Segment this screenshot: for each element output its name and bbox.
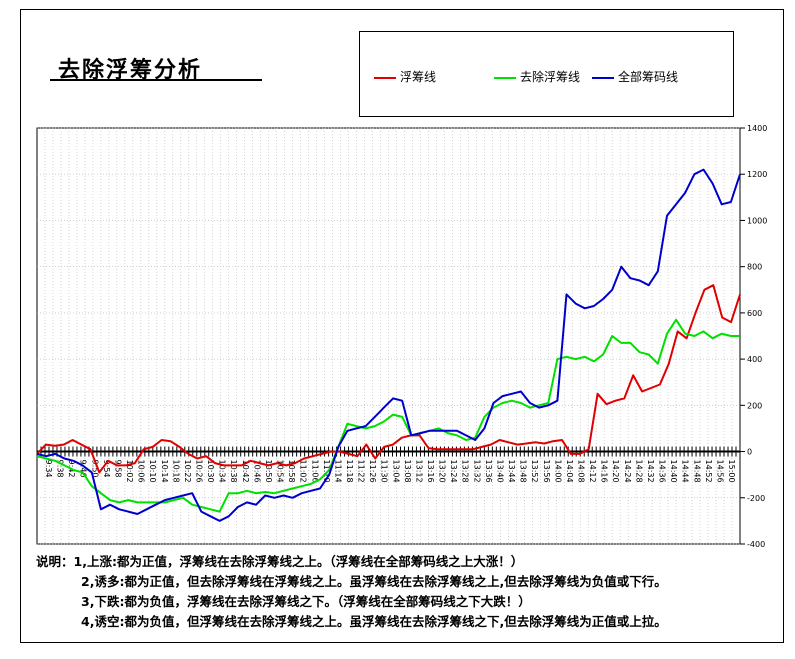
x-tick-label: 13:32 (472, 460, 481, 483)
x-tick-label: 10:18 (171, 460, 180, 483)
x-tick-label: 13:36 (484, 460, 493, 483)
note-line-2: 2,诱多:都为正值，但去除浮筹线在浮筹线之上。虽浮筹线在去除浮筹线之上,但去除浮… (81, 574, 667, 589)
x-tick-label: 13:56 (542, 460, 551, 483)
y-tick-label: 800 (747, 263, 762, 272)
x-tick-label: 10:26 (194, 460, 203, 483)
x-tick-label: 11:26 (368, 460, 377, 483)
x-tick-label: 11:14 (333, 460, 342, 483)
x-tick-label: 13:44 (507, 460, 516, 483)
y-tick-label: 1000 (747, 216, 767, 225)
x-tick-label: 10:30 (206, 460, 215, 483)
x-tick-label: 11:06 (310, 460, 319, 483)
legend-swatch-red (374, 76, 396, 79)
x-tick-label: 14:36 (658, 460, 667, 483)
x-tick-label: 10:34 (218, 460, 227, 483)
x-tick-label: 13:12 (414, 460, 423, 483)
x-tick-label: 15:00 (727, 460, 736, 483)
x-tick-label: 13:16 (426, 460, 435, 483)
x-tick-label: 13:40 (495, 460, 504, 483)
x-tick-label: 14:48 (692, 460, 701, 483)
x-tick-label: 14:20 (611, 460, 620, 483)
x-tick-label: 14:40 (669, 460, 678, 483)
x-tick-label: 14:00 (553, 460, 562, 483)
x-tick-label: 10:14 (160, 460, 169, 483)
x-tick-label: 14:44 (681, 460, 690, 483)
page-title: 去除浮筹分析 (58, 57, 203, 83)
x-tick-label: 13:28 (461, 460, 470, 483)
x-tick-label: 9:46 (79, 460, 88, 478)
y-tick-label: 1200 (747, 170, 767, 179)
x-tick-label: 14:28 (634, 460, 643, 483)
legend-item-float: 浮筹线 (374, 68, 436, 85)
legend: 浮筹线 去除浮筹线 全部筹码线 (359, 31, 734, 117)
x-tick-label: 13:08 (403, 460, 412, 483)
series-line-all (36, 168, 741, 522)
x-tick-label: 14:32 (646, 460, 655, 483)
legend-label: 浮筹线 (400, 70, 437, 84)
x-tick-label: 10:46 (252, 460, 261, 483)
x-tick-label: 11:30 (380, 460, 389, 483)
y-tick-label: 400 (747, 355, 762, 364)
y-tick-label: 0 (747, 448, 752, 457)
x-tick-label: 13:24 (449, 460, 458, 483)
title-underline (50, 79, 262, 81)
x-tick-label: 14:04 (565, 460, 574, 483)
x-tick-label: 10:10 (148, 460, 157, 483)
y-tick-label: 200 (747, 401, 762, 410)
x-tick-label: 9:38 (56, 460, 65, 478)
x-tick-label: 11:18 (345, 460, 354, 483)
x-tick-label: 14:52 (704, 460, 713, 483)
x-tick-label: 10:58 (287, 460, 296, 483)
x-tick-label: 11:02 (299, 460, 308, 483)
x-tick-label: 10:06 (137, 460, 146, 483)
x-tick-label: 11:22 (357, 460, 366, 483)
y-tick-label: 1400 (747, 124, 767, 133)
note-line-1: 说明：1,上涨:都为正值，浮筹线在去除浮筹线之上。（浮筹线在全部筹码线之上大涨！… (36, 554, 524, 569)
x-tick-label: 13:48 (519, 460, 528, 483)
legend-label: 去除浮筹线 (520, 70, 581, 84)
x-tick-label: 11:10 (322, 460, 331, 483)
y-tick-label: -200 (747, 494, 765, 503)
x-tick-label: 9:34 (44, 460, 53, 478)
x-tick-label: 10:54 (276, 460, 285, 483)
x-tick-label: 9:58 (113, 460, 122, 478)
x-tick-label: 13:04 (391, 460, 400, 483)
x-tick-label: 9:54 (102, 460, 111, 478)
x-tick-label: 10:02 (125, 460, 134, 483)
x-tick-label: 10:50 (264, 460, 273, 483)
x-tick-label: 10:42 (241, 460, 250, 483)
x-tick-label: 14:12 (588, 460, 597, 483)
legend-item-all: 全部筹码线 (592, 68, 678, 85)
x-tick-label: 14:56 (715, 460, 724, 483)
series-line-removed (36, 318, 740, 513)
x-tick-label: 10:38 (229, 460, 238, 483)
x-tick-label: 14:24 (623, 460, 632, 483)
legend-swatch-blue (592, 76, 614, 79)
y-tick-label: 600 (747, 309, 762, 318)
x-tick-label: 13:20 (438, 460, 447, 483)
legend-swatch-green (494, 76, 516, 79)
note-line-4: 4,诱空:都为负值，但浮筹线在去除浮筹线之上。虽浮筹线在去除浮筹线之下,但去除浮… (81, 614, 667, 629)
chart-frame (20, 9, 784, 643)
x-tick-label: 9:50 (90, 460, 99, 478)
x-tick-label: 14:08 (577, 460, 586, 483)
x-tick-label: 10:22 (183, 460, 192, 483)
note-line-3: 3,下跌:都为负值，浮筹线在去除浮筹线之下。（浮筹线在全部筹码线之下大跌！） (81, 594, 531, 609)
series-line-float (36, 284, 741, 474)
x-tick-label: 14:16 (600, 460, 609, 483)
legend-label: 全部筹码线 (618, 70, 679, 84)
y-tick-label: -400 (747, 540, 765, 549)
x-tick-label: 13:52 (530, 460, 539, 483)
legend-item-removed: 去除浮筹线 (494, 68, 580, 85)
